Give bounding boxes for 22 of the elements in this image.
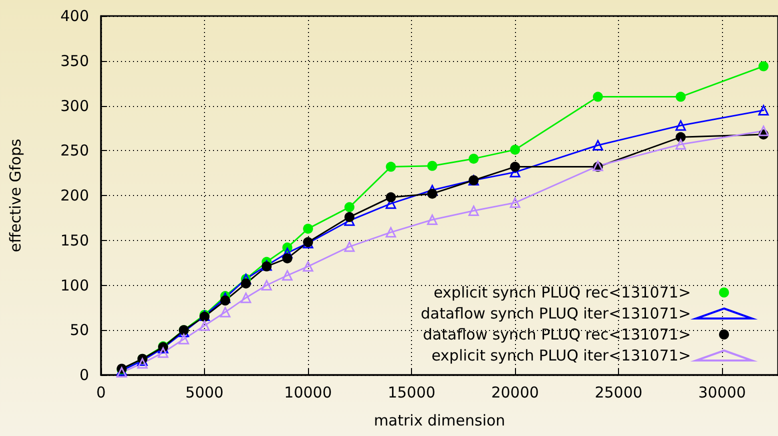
y-tick-label: 250 [60,142,89,160]
x-tick-label: 25000 [594,384,642,402]
x-tick-label: 20000 [491,384,539,402]
x-tick-label: 15000 [388,384,436,402]
y-tick-label: 350 [60,52,89,70]
x-axis-title: matrix dimension [374,412,506,430]
x-tick-label: 10000 [284,384,332,402]
x-tick-label: 30000 [698,384,746,402]
y-tick-label: 300 [60,96,89,115]
legend-label: dataflow synch PLUQ rec<131071> [422,326,691,344]
y-tick-label: 50 [70,321,89,340]
y-tick-label: 100 [60,276,89,294]
legend-label: dataflow synch PLUQ iter<131071> [420,304,691,322]
x-tick-label: 5000 [185,384,224,402]
legend-label: explicit synch PLUQ rec<131071> [434,284,691,302]
y-axis-title: effective Gfops [6,138,24,252]
y-tick-label: 200 [60,186,89,204]
y-tick-label: 0 [79,366,89,384]
legend-label: explicit synch PLUQ iter<131071> [431,346,691,364]
x-tick-label: 0 [96,384,106,402]
y-tick-label: 150 [60,231,89,250]
y-tick-label: 400 [60,7,89,25]
